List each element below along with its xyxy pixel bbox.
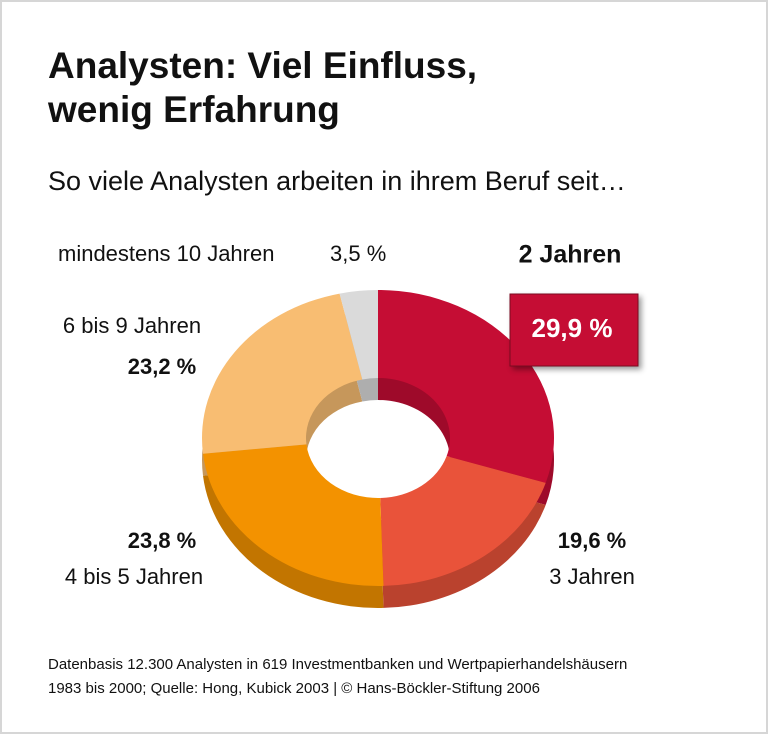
source-note: Datenbasis 12.300 Analysten in 619 Inves… <box>48 656 628 673</box>
value-label: 23,2 % <box>128 354 197 379</box>
source-note: 1983 bis 2000; Quelle: Hong, Kubick 2003… <box>48 680 540 697</box>
value-label: 23,8 % <box>128 528 197 553</box>
slice <box>339 290 378 380</box>
value-label: 29,9 % <box>532 313 613 343</box>
category-label: 2 Jahren <box>519 241 622 269</box>
value-label: 19,6 % <box>558 528 627 553</box>
slice <box>203 444 384 586</box>
category-label: 4 bis 5 Jahren <box>65 564 203 589</box>
slice <box>202 293 363 454</box>
chart-title: Analysten: Viel Einfluss, wenig Erfahrun… <box>48 45 478 130</box>
category-label: mindestens 10 Jahren <box>58 241 274 266</box>
value-box <box>509 293 639 367</box>
value-label: 3,5 % <box>330 241 386 266</box>
category-label: 3 Jahren <box>549 564 635 589</box>
category-label: 6 bis 9 Jahren <box>63 313 201 338</box>
slice <box>378 290 554 483</box>
slice <box>380 456 546 586</box>
chart-subtitle: So viele Analysten arbeiten in ihrem Ber… <box>48 166 626 196</box>
